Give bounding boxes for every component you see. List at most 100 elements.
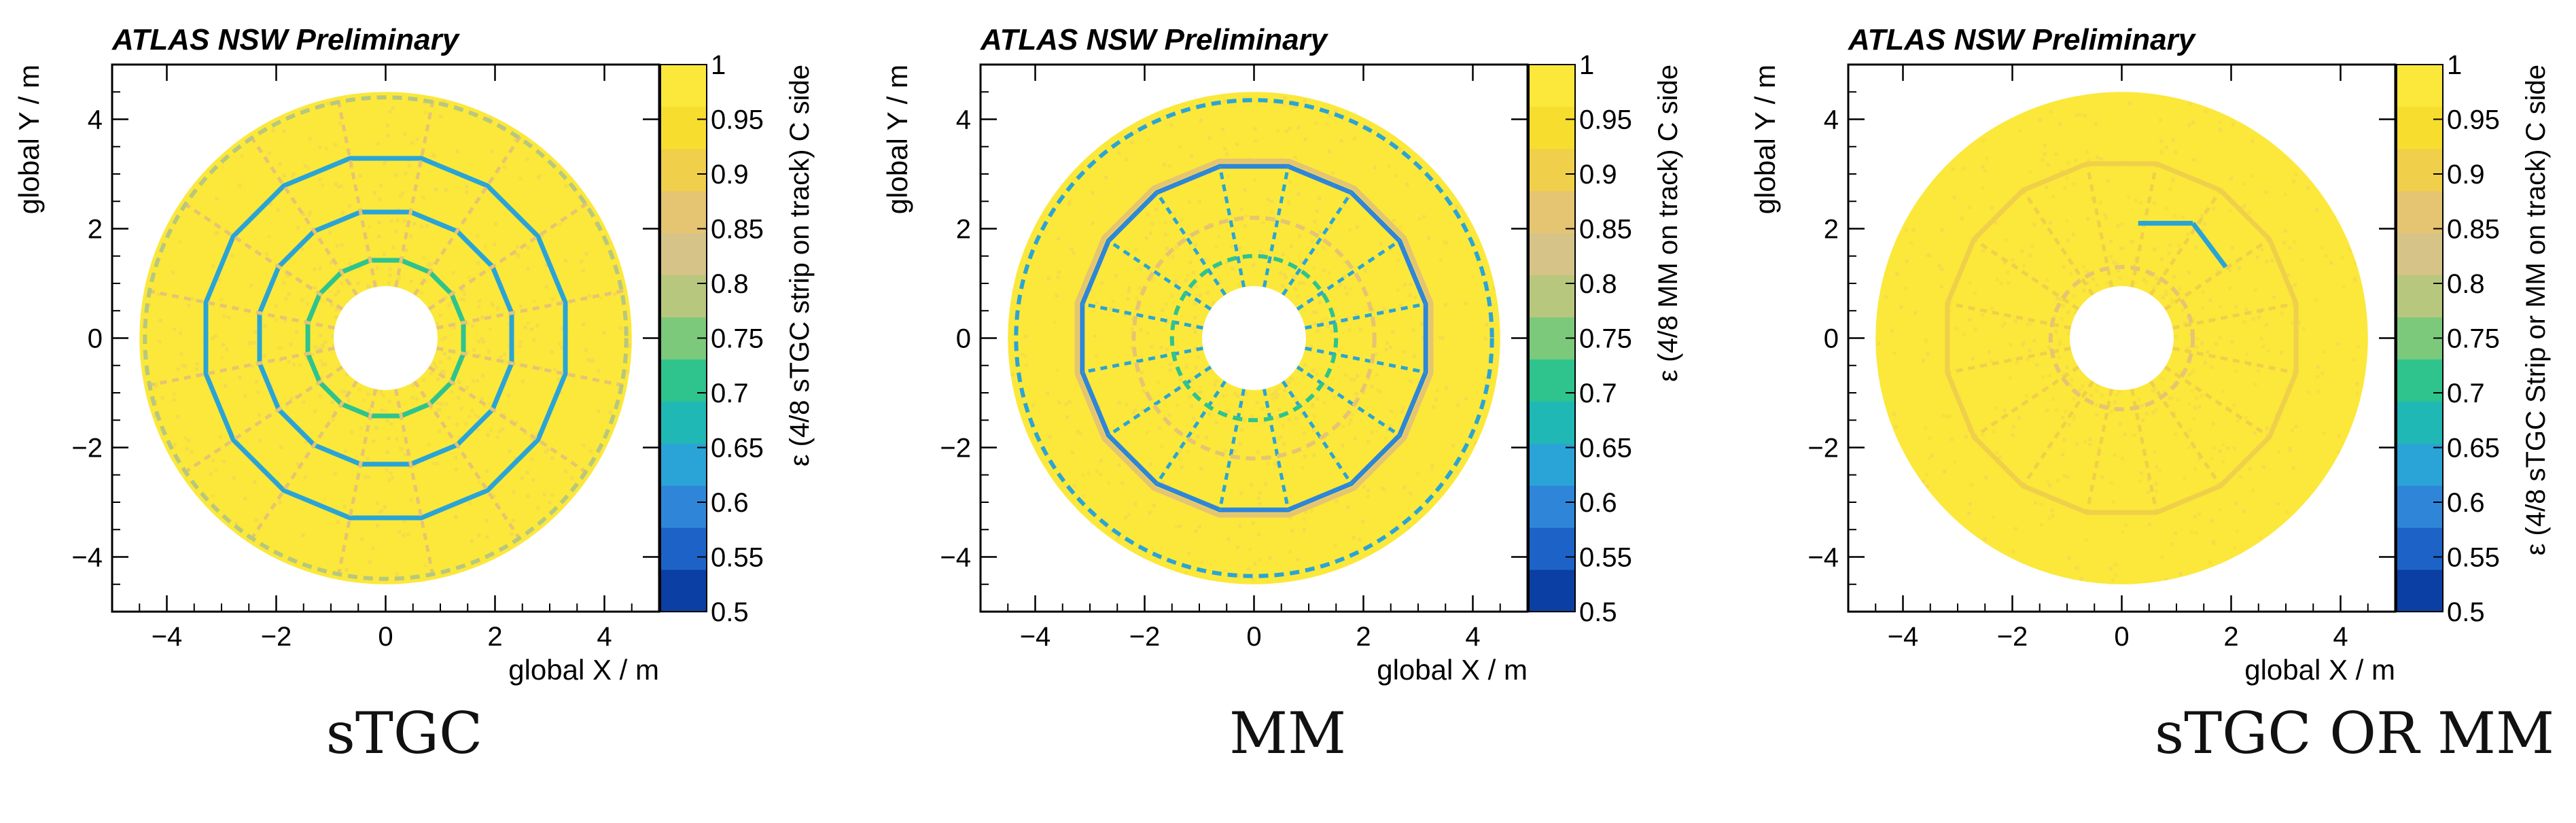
texture-cell <box>546 447 550 451</box>
texture-cell <box>1353 436 1357 440</box>
y-tick-label: −4 <box>940 543 971 573</box>
texture-cell <box>321 345 325 349</box>
texture-cell <box>415 137 419 141</box>
feature-spoke <box>2085 166 2114 287</box>
texture-cell <box>2032 222 2036 226</box>
texture-cell <box>2145 411 2149 415</box>
texture-cell <box>1392 219 1396 223</box>
texture-cell <box>1309 509 1313 513</box>
texture-cell <box>2171 179 2175 183</box>
texture-cell <box>2221 460 2225 464</box>
texture-cell <box>313 345 317 349</box>
texture-cell <box>2113 563 2117 567</box>
colorbar-segment <box>1529 148 1575 192</box>
texture-cell <box>550 350 554 354</box>
texture-cell <box>2024 393 2028 398</box>
texture-cell <box>2265 260 2269 264</box>
texture-cell <box>2085 270 2089 274</box>
texture-cell <box>436 408 440 412</box>
texture-cell <box>232 476 236 480</box>
texture-cell <box>183 436 188 440</box>
texture-cell <box>1186 449 1190 453</box>
texture-cell <box>383 505 387 509</box>
texture-cell <box>340 273 345 277</box>
texture-cell <box>1352 378 1356 382</box>
texture-cell <box>336 290 340 294</box>
texture-cell <box>2058 297 2062 301</box>
texture-cell <box>2056 479 2060 483</box>
texture-cell <box>590 357 594 362</box>
texture-cell <box>548 500 552 504</box>
texture-cell <box>2062 372 2066 376</box>
texture-cell <box>501 359 506 363</box>
x-axis-label: global X / m <box>508 654 659 686</box>
texture-cell <box>1161 309 1165 313</box>
texture-cell <box>395 572 399 576</box>
texture-cell <box>2065 219 2069 223</box>
texture-cell <box>2234 369 2238 373</box>
texture-cell <box>1313 220 1317 224</box>
texture-cell <box>2070 378 2074 382</box>
texture-cell <box>1313 321 1317 326</box>
texture-cell <box>279 346 283 350</box>
texture-cell <box>1973 328 1977 332</box>
texture-cell <box>2072 417 2076 421</box>
texture-cell <box>1190 378 1194 382</box>
texture-cell <box>2183 321 2187 326</box>
texture-cell <box>447 356 451 360</box>
texture-cell <box>1287 500 1291 504</box>
texture-cell <box>2248 467 2252 471</box>
texture-cell <box>1396 258 1400 262</box>
texture-cell <box>2159 258 2164 262</box>
texture-cell <box>1130 327 1134 331</box>
feature-spoke <box>336 96 378 287</box>
texture-cell <box>2083 440 2087 444</box>
texture-cell <box>1270 211 1274 215</box>
texture-cell <box>334 143 338 147</box>
texture-cell <box>2164 578 2168 582</box>
texture-cell <box>253 330 258 334</box>
texture-cell <box>2115 393 2119 397</box>
texture-cell <box>2190 389 2194 393</box>
texture-cell <box>211 264 215 268</box>
texture-cell <box>2174 432 2178 436</box>
texture-cell <box>1239 491 1243 495</box>
colorbar-segment <box>2397 232 2443 276</box>
colorbar-label: ε (4/8 sTGC Strip or MM on track) C side <box>2521 65 2551 555</box>
texture-cell <box>318 334 322 338</box>
texture-cell <box>1333 457 1337 461</box>
texture-cell <box>1333 395 1337 399</box>
texture-cell <box>1194 366 1198 370</box>
texture-cell <box>330 303 334 307</box>
feature-spoke <box>2130 166 2158 287</box>
texture-cell <box>2144 280 2148 284</box>
texture-cell <box>2164 292 2168 296</box>
texture-cell <box>425 224 429 228</box>
colorbar-tick-label: 0.9 <box>711 160 749 190</box>
texture-cell <box>1227 537 1231 541</box>
texture-cell <box>179 331 183 335</box>
texture-cell <box>230 253 234 258</box>
texture-cell <box>2035 363 2039 367</box>
feature-spoke <box>1296 365 1401 437</box>
texture-cell <box>222 314 226 318</box>
texture-cell <box>1483 336 1487 340</box>
texture-cell <box>1455 403 1460 407</box>
texture-cell <box>287 292 291 296</box>
texture-cell <box>451 372 455 376</box>
texture-cell <box>2337 450 2341 454</box>
texture-cell <box>560 327 564 331</box>
feature-spoke <box>1949 346 2071 374</box>
feature-spoke <box>1975 239 2080 311</box>
texture-cell <box>385 124 389 128</box>
texture-cell <box>1328 225 1333 229</box>
colorbar-tick-label: 0.85 <box>2447 215 2500 245</box>
texture-cell <box>2012 425 2016 429</box>
texture-cell <box>2113 400 2117 404</box>
texture-cell <box>2117 390 2121 394</box>
texture-cell <box>1309 345 1313 349</box>
texture-cell <box>2188 101 2192 105</box>
texture-cell <box>1288 516 1292 520</box>
texture-cell <box>304 440 308 444</box>
texture-cell <box>301 533 305 538</box>
